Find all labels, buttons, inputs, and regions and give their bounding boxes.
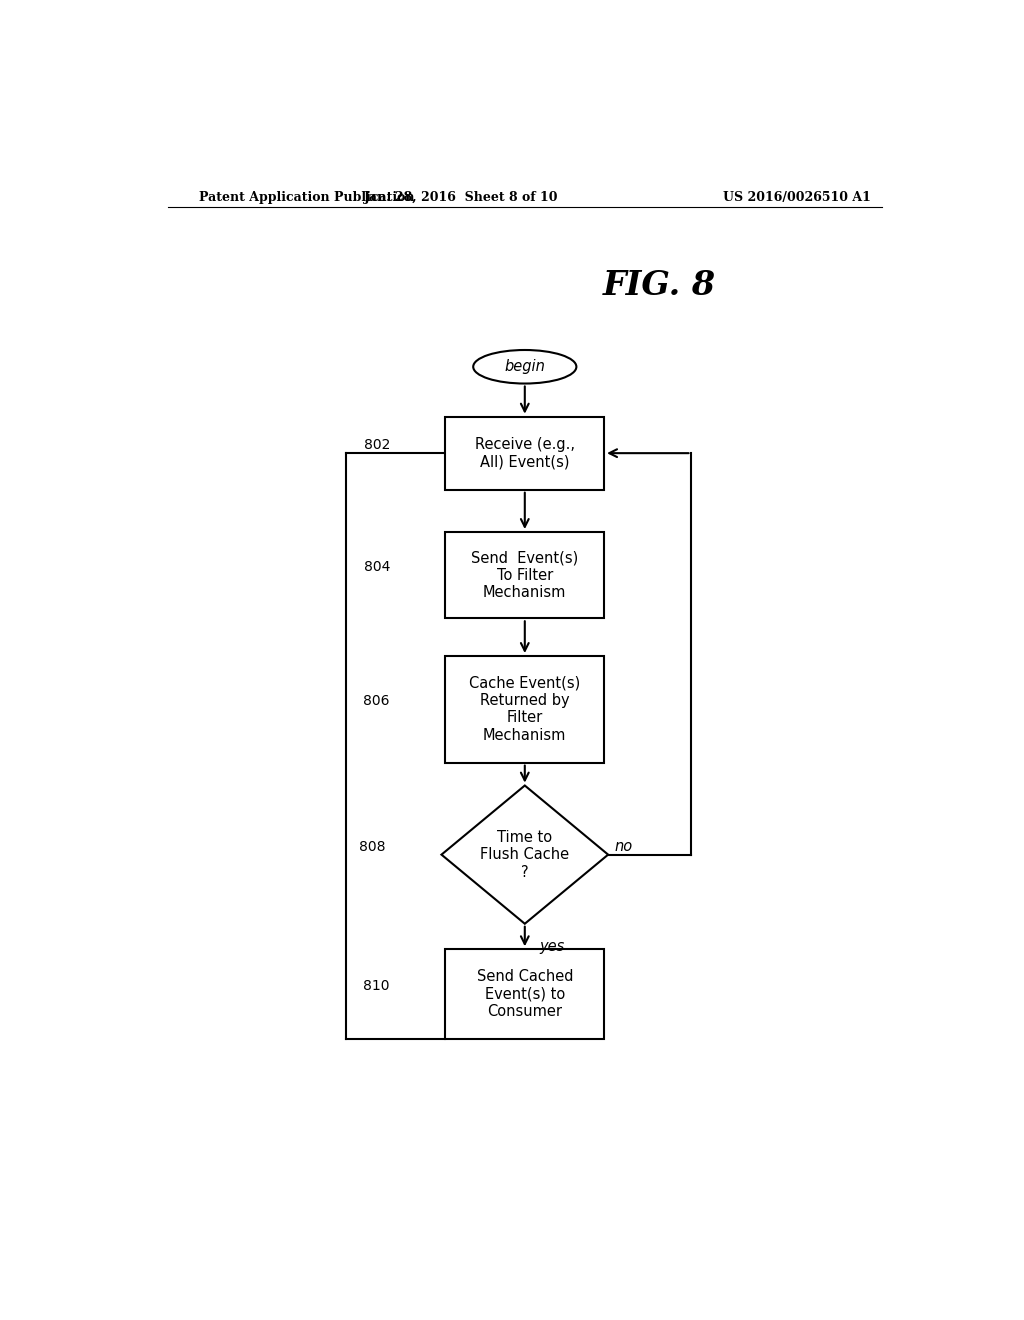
Polygon shape <box>441 785 608 924</box>
FancyBboxPatch shape <box>445 532 604 618</box>
Text: yes: yes <box>539 939 564 953</box>
Text: Cache Event(s)
Returned by
Filter
Mechanism: Cache Event(s) Returned by Filter Mechan… <box>469 676 581 743</box>
Text: begin: begin <box>505 359 545 375</box>
FancyBboxPatch shape <box>445 949 604 1039</box>
FancyBboxPatch shape <box>445 656 604 763</box>
Text: 808: 808 <box>359 840 386 854</box>
FancyBboxPatch shape <box>445 417 604 490</box>
Text: Receive (e.g.,
All) Event(s): Receive (e.g., All) Event(s) <box>475 437 574 470</box>
Text: Jan. 28, 2016  Sheet 8 of 10: Jan. 28, 2016 Sheet 8 of 10 <box>365 190 558 203</box>
Text: no: no <box>614 840 633 854</box>
Text: Send  Event(s)
To Filter
Mechanism: Send Event(s) To Filter Mechanism <box>471 550 579 601</box>
Ellipse shape <box>473 350 577 384</box>
Text: 804: 804 <box>364 560 390 574</box>
Text: 810: 810 <box>364 978 390 993</box>
Text: Time to
Flush Cache
?: Time to Flush Cache ? <box>480 830 569 879</box>
Text: US 2016/0026510 A1: US 2016/0026510 A1 <box>723 190 871 203</box>
Text: Patent Application Publication: Patent Application Publication <box>200 190 415 203</box>
Text: Send Cached
Event(s) to
Consumer: Send Cached Event(s) to Consumer <box>476 969 573 1019</box>
Text: FIG. 8: FIG. 8 <box>603 269 716 302</box>
Text: 806: 806 <box>364 694 390 708</box>
Text: 802: 802 <box>364 438 390 451</box>
